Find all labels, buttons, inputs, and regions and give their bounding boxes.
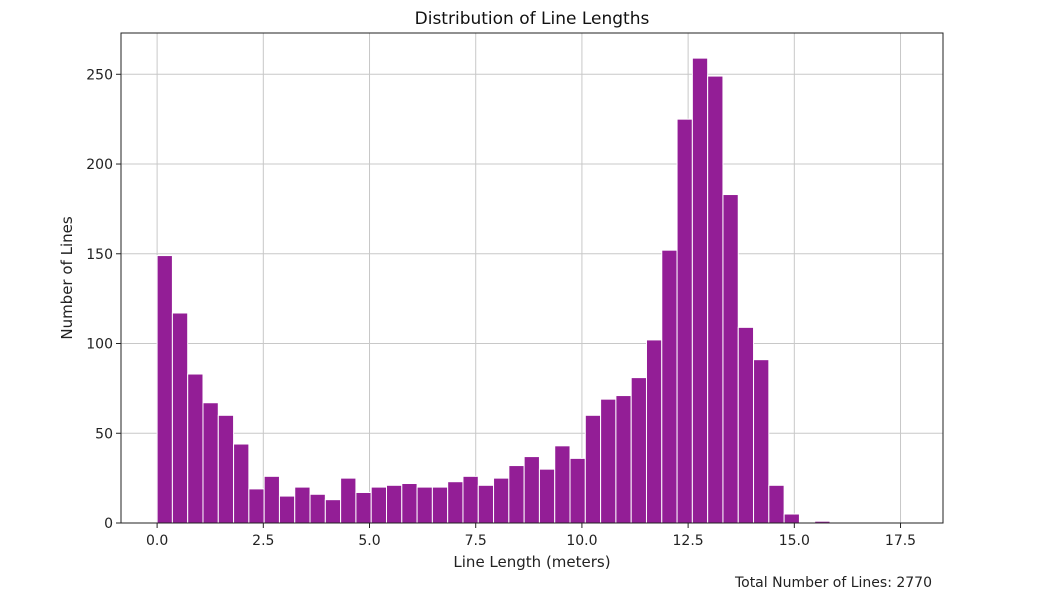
histogram-bar [707,75,724,524]
histogram-bar [355,491,372,524]
y-axis-ticks: 0 50 100 150 200 250 [86,67,121,532]
histogram-bar [431,486,449,524]
histogram-bar [233,443,250,524]
histogram-bar [340,477,357,524]
y-tick-label: 50 [95,426,113,442]
x-axis-ticks: 0.0 2.5 5.0 7.5 10.0 12.5 15.0 17.5 [146,523,916,549]
histogram-bar [309,493,326,524]
histogram-bar [508,465,525,524]
histogram-bar [753,359,770,524]
histogram-bar [202,402,219,524]
histogram-bar [156,255,173,524]
histogram-bar [645,339,663,524]
x-tick-label: 12.5 [673,533,704,549]
histogram-bar [386,484,403,524]
histogram-bar [416,486,433,524]
y-tick-label: 150 [86,247,113,263]
x-tick-label: 17.5 [885,533,916,549]
histogram-bar [676,118,693,524]
histogram-bar [523,456,540,524]
y-axis-title: Number of Lines [58,216,76,340]
x-tick-label: 15.0 [779,533,810,549]
histogram-bar [370,486,388,524]
x-tick-label: 0.0 [146,533,168,549]
histogram-bar [187,373,204,524]
x-tick-label: 5.0 [358,533,380,549]
y-tick-label: 0 [104,516,113,532]
histogram-bar [447,481,464,524]
histogram-bar [324,499,342,524]
histogram-bar [737,326,755,524]
histogram-bars [156,57,831,524]
histogram-bar [554,445,571,524]
histogram-bar [538,468,556,524]
histogram-bar [263,475,280,524]
plot-frame [120,32,944,524]
y-tick-label: 200 [86,157,113,173]
histogram-bar [217,414,235,524]
histogram-bar [462,475,479,524]
chart-title: Distribution of Line Lengths [415,9,650,29]
histogram-bar [477,484,495,524]
histogram-bar [584,414,602,524]
histogram-bar [783,513,800,524]
y-tick-label: 100 [86,337,113,353]
histogram-bar [401,483,418,524]
histogram-bar [569,457,586,524]
x-tick-label: 10.0 [566,533,597,549]
histogram-bar [768,484,785,524]
y-tick-label: 250 [86,67,113,83]
histogram-bar [493,477,510,524]
x-axis-title: Line Length (meters) [453,553,610,571]
histogram-bar [722,194,739,524]
histogram-bar [171,312,189,524]
histogram-bar [630,377,647,524]
x-tick-label: 7.5 [465,533,487,549]
histogram-bar [600,398,617,524]
total-lines-note: Total Number of Lines: 2770 [734,575,932,591]
histogram-bar [691,57,709,524]
histogram-bar [278,495,296,524]
histogram-bar [294,486,311,524]
histogram-bar [661,249,678,524]
histogram-bar [615,395,632,524]
x-tick-label: 2.5 [252,533,274,549]
histogram-bar [248,488,265,524]
